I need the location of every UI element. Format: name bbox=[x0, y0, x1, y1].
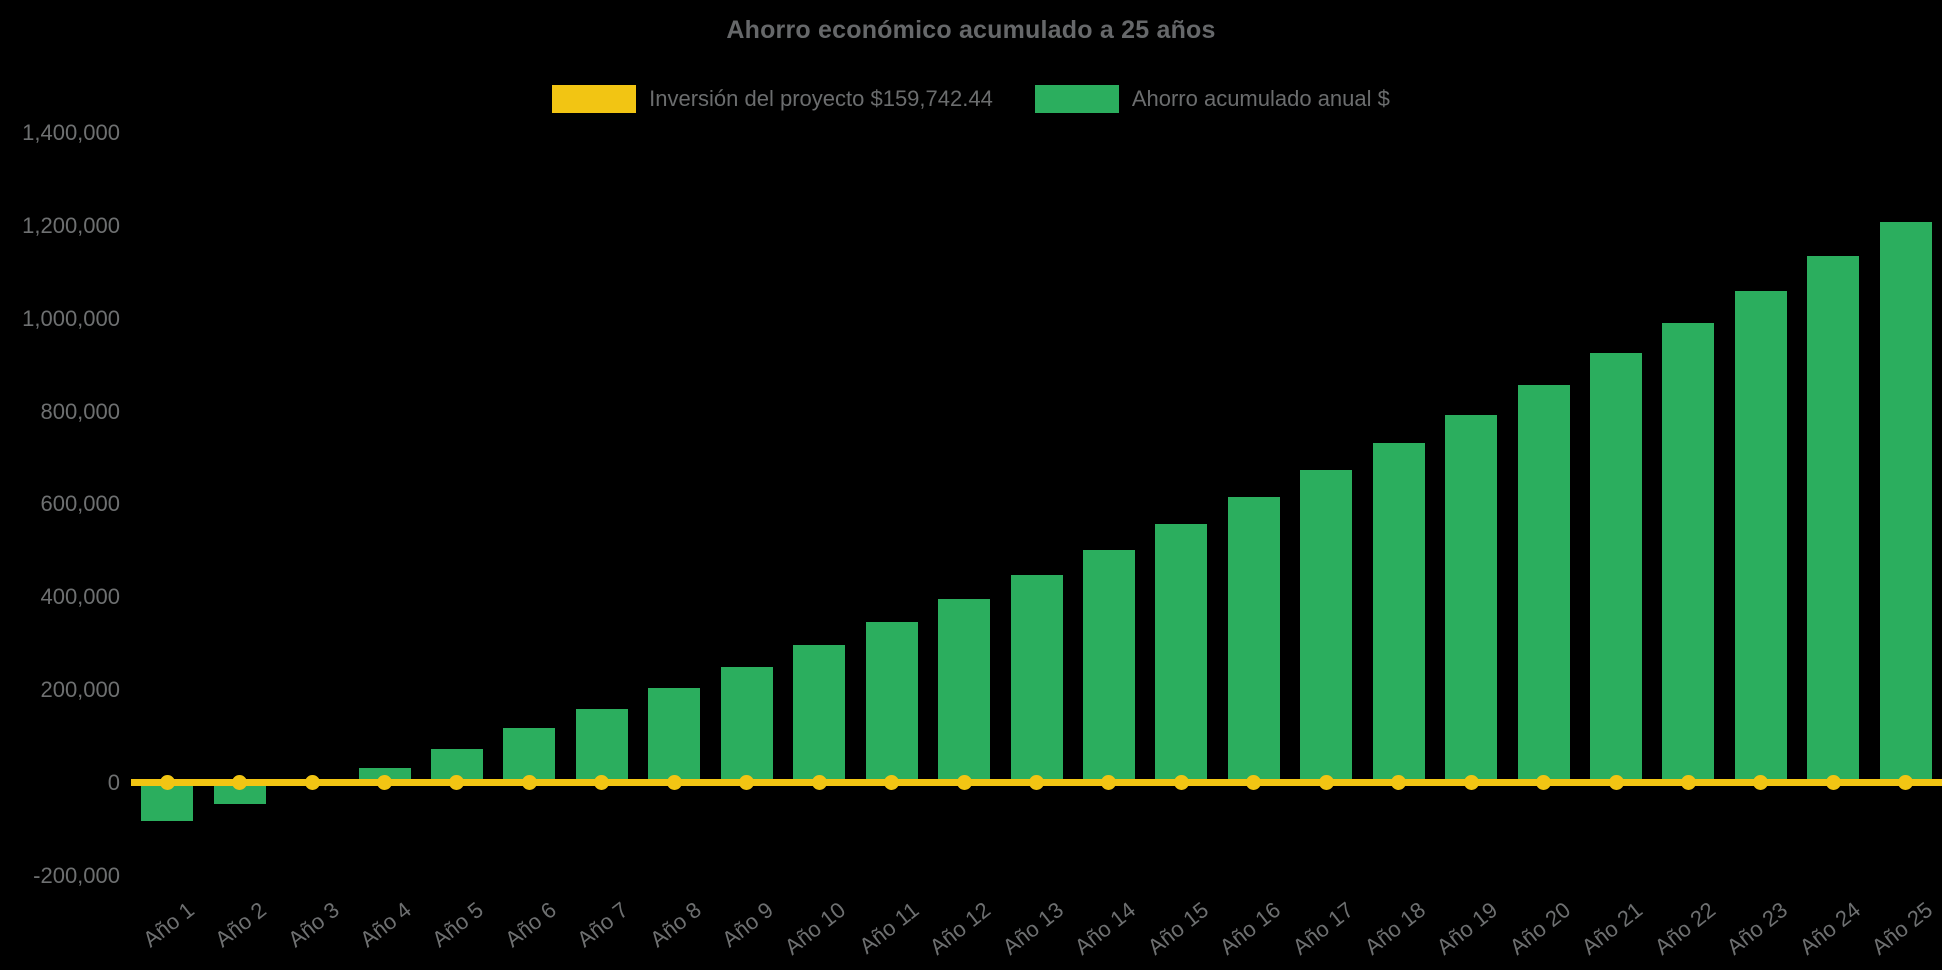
investment-point-ano-17 bbox=[1318, 774, 1334, 790]
investment-point-ano-19 bbox=[1463, 774, 1479, 790]
bar-ano-13[interactable] bbox=[1010, 575, 1063, 784]
bar-ano-15[interactable] bbox=[1155, 523, 1208, 784]
y-tick-label: 1,200,000 bbox=[22, 212, 120, 238]
investment-point-ano-2 bbox=[232, 774, 248, 790]
investment-point-ano-6 bbox=[521, 774, 537, 790]
investment-point-ano-16 bbox=[1246, 774, 1262, 790]
legend-item-inversion[interactable]: Inversión del proyecto $159,742.44 bbox=[552, 85, 993, 113]
y-tick-label: 400,000 bbox=[40, 584, 120, 610]
legend-swatch-bar bbox=[1034, 85, 1119, 113]
investment-point-ano-20 bbox=[1536, 774, 1552, 790]
investment-point-ano-22 bbox=[1680, 774, 1696, 790]
bar-ano-23[interactable] bbox=[1734, 291, 1787, 784]
bar-ano-11[interactable] bbox=[865, 621, 918, 784]
chart-title: Ahorro económico acumulado a 25 años bbox=[726, 16, 1216, 44]
investment-point-ano-11 bbox=[884, 774, 900, 790]
y-tick-label: 200,000 bbox=[40, 677, 120, 703]
y-tick-label: 1,400,000 bbox=[22, 119, 120, 145]
investment-point-ano-21 bbox=[1608, 774, 1624, 790]
bar-ano-10[interactable] bbox=[793, 644, 846, 784]
investment-point-ano-4 bbox=[377, 774, 393, 790]
bar-ano-21[interactable] bbox=[1590, 353, 1643, 784]
bar-ano-20[interactable] bbox=[1517, 385, 1570, 784]
y-tick-label: 1,000,000 bbox=[22, 305, 120, 331]
investment-point-ano-9 bbox=[739, 774, 755, 790]
legend-label: Ahorro acumulado anual $ bbox=[1131, 86, 1390, 111]
y-tick-label: 600,000 bbox=[40, 491, 120, 517]
investment-point-ano-12 bbox=[956, 774, 972, 790]
y-tick-label: 0 bbox=[107, 770, 120, 796]
investment-point-ano-5 bbox=[449, 774, 465, 790]
investment-point-ano-23 bbox=[1753, 774, 1769, 790]
investment-point-ano-13 bbox=[1029, 774, 1044, 790]
bar-ano-19[interactable] bbox=[1445, 414, 1498, 784]
bar-ano-22[interactable] bbox=[1662, 322, 1715, 784]
bar-ano-12[interactable] bbox=[938, 598, 991, 784]
bar-ano-25[interactable] bbox=[1879, 222, 1932, 784]
investment-point-ano-3 bbox=[304, 774, 320, 790]
bar-ano-24[interactable] bbox=[1807, 255, 1860, 784]
investment-point-ano-1 bbox=[159, 774, 175, 790]
investment-point-ano-7 bbox=[594, 774, 610, 790]
bar-ano-18[interactable] bbox=[1372, 443, 1425, 784]
investment-point-ano-25 bbox=[1898, 774, 1914, 790]
legend-swatch-line bbox=[552, 85, 637, 113]
bar-ano-14[interactable] bbox=[1082, 550, 1135, 784]
investment-point-ano-10 bbox=[811, 774, 827, 790]
investment-point-ano-8 bbox=[666, 774, 682, 790]
bar-ano-16[interactable] bbox=[1227, 496, 1280, 784]
legend-item-ahorro[interactable]: Ahorro acumulado anual $ bbox=[1034, 85, 1390, 113]
investment-point-ano-14 bbox=[1101, 774, 1117, 790]
bar-ano-2[interactable] bbox=[213, 783, 266, 804]
legend-label: Inversión del proyecto $159,742.44 bbox=[649, 86, 993, 111]
bar-ano-7[interactable] bbox=[575, 709, 628, 784]
investment-point-ano-18 bbox=[1391, 774, 1407, 790]
y-tick-label: 800,000 bbox=[40, 398, 120, 424]
y-tick-label: -200,000 bbox=[33, 863, 120, 889]
bar-ano-8[interactable] bbox=[648, 687, 701, 784]
legend: Inversión del proyecto $159,742.44 Ahorro… bbox=[0, 84, 1942, 114]
investment-point-ano-15 bbox=[1173, 774, 1189, 790]
bar-ano-9[interactable] bbox=[720, 666, 773, 784]
investment-point-ano-24 bbox=[1825, 774, 1841, 790]
bar-ano-17[interactable] bbox=[1300, 470, 1353, 784]
bar-ano-6[interactable] bbox=[503, 728, 556, 784]
